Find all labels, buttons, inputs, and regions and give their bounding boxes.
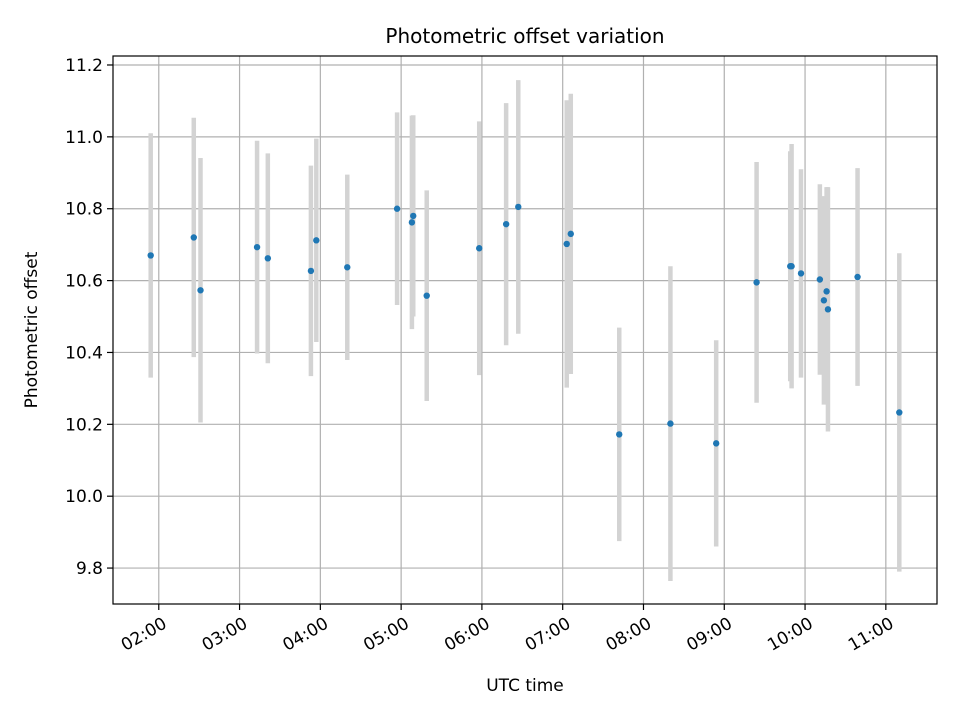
data-point [667,420,674,427]
data-point [393,205,401,212]
data-point [197,287,204,294]
y-tick-label: 11.2 [65,56,103,76]
data-point [313,237,320,244]
y-tick-label: 10.4 [65,343,103,363]
y-tick-label: 10.8 [65,200,103,220]
data-point [344,264,351,271]
data-point [823,288,830,295]
data-point [410,212,417,220]
data-point [502,220,510,228]
y-tick-label: 10.6 [65,272,103,292]
data-point [515,203,522,211]
data-point [854,273,861,281]
data-point [788,263,795,270]
data-point [307,267,315,275]
data-point [896,409,903,416]
chart-title: Photometric offset variation [385,24,664,48]
grid [113,56,937,604]
y-tick-label: 11.0 [65,128,103,148]
y-axis-ticks: 9.8 10.0 10.2 10.4 10.6 10.8 11.0 11.2 [65,56,113,579]
data-point [563,240,570,248]
data-point [824,306,832,313]
data-point [797,270,805,277]
y-tick-label: 10.2 [65,415,103,435]
data-point [816,276,824,283]
x-axis-label: UTC time [486,676,564,696]
data-point [820,297,828,304]
data-point [264,255,272,262]
data-point [753,279,760,286]
data-points [147,203,903,447]
data-point [616,431,623,438]
data-point [147,252,154,259]
data-point [423,292,430,299]
data-point [408,219,416,226]
data-point [712,440,720,447]
plot-frame [112,55,938,605]
y-tick-label: 10.0 [65,487,103,507]
data-point [476,245,483,252]
data-point [567,230,574,238]
data-point [190,234,197,241]
y-tick-label: 9.8 [76,559,103,579]
data-point [253,243,261,251]
y-axis-label: Photometric offset [22,251,42,408]
